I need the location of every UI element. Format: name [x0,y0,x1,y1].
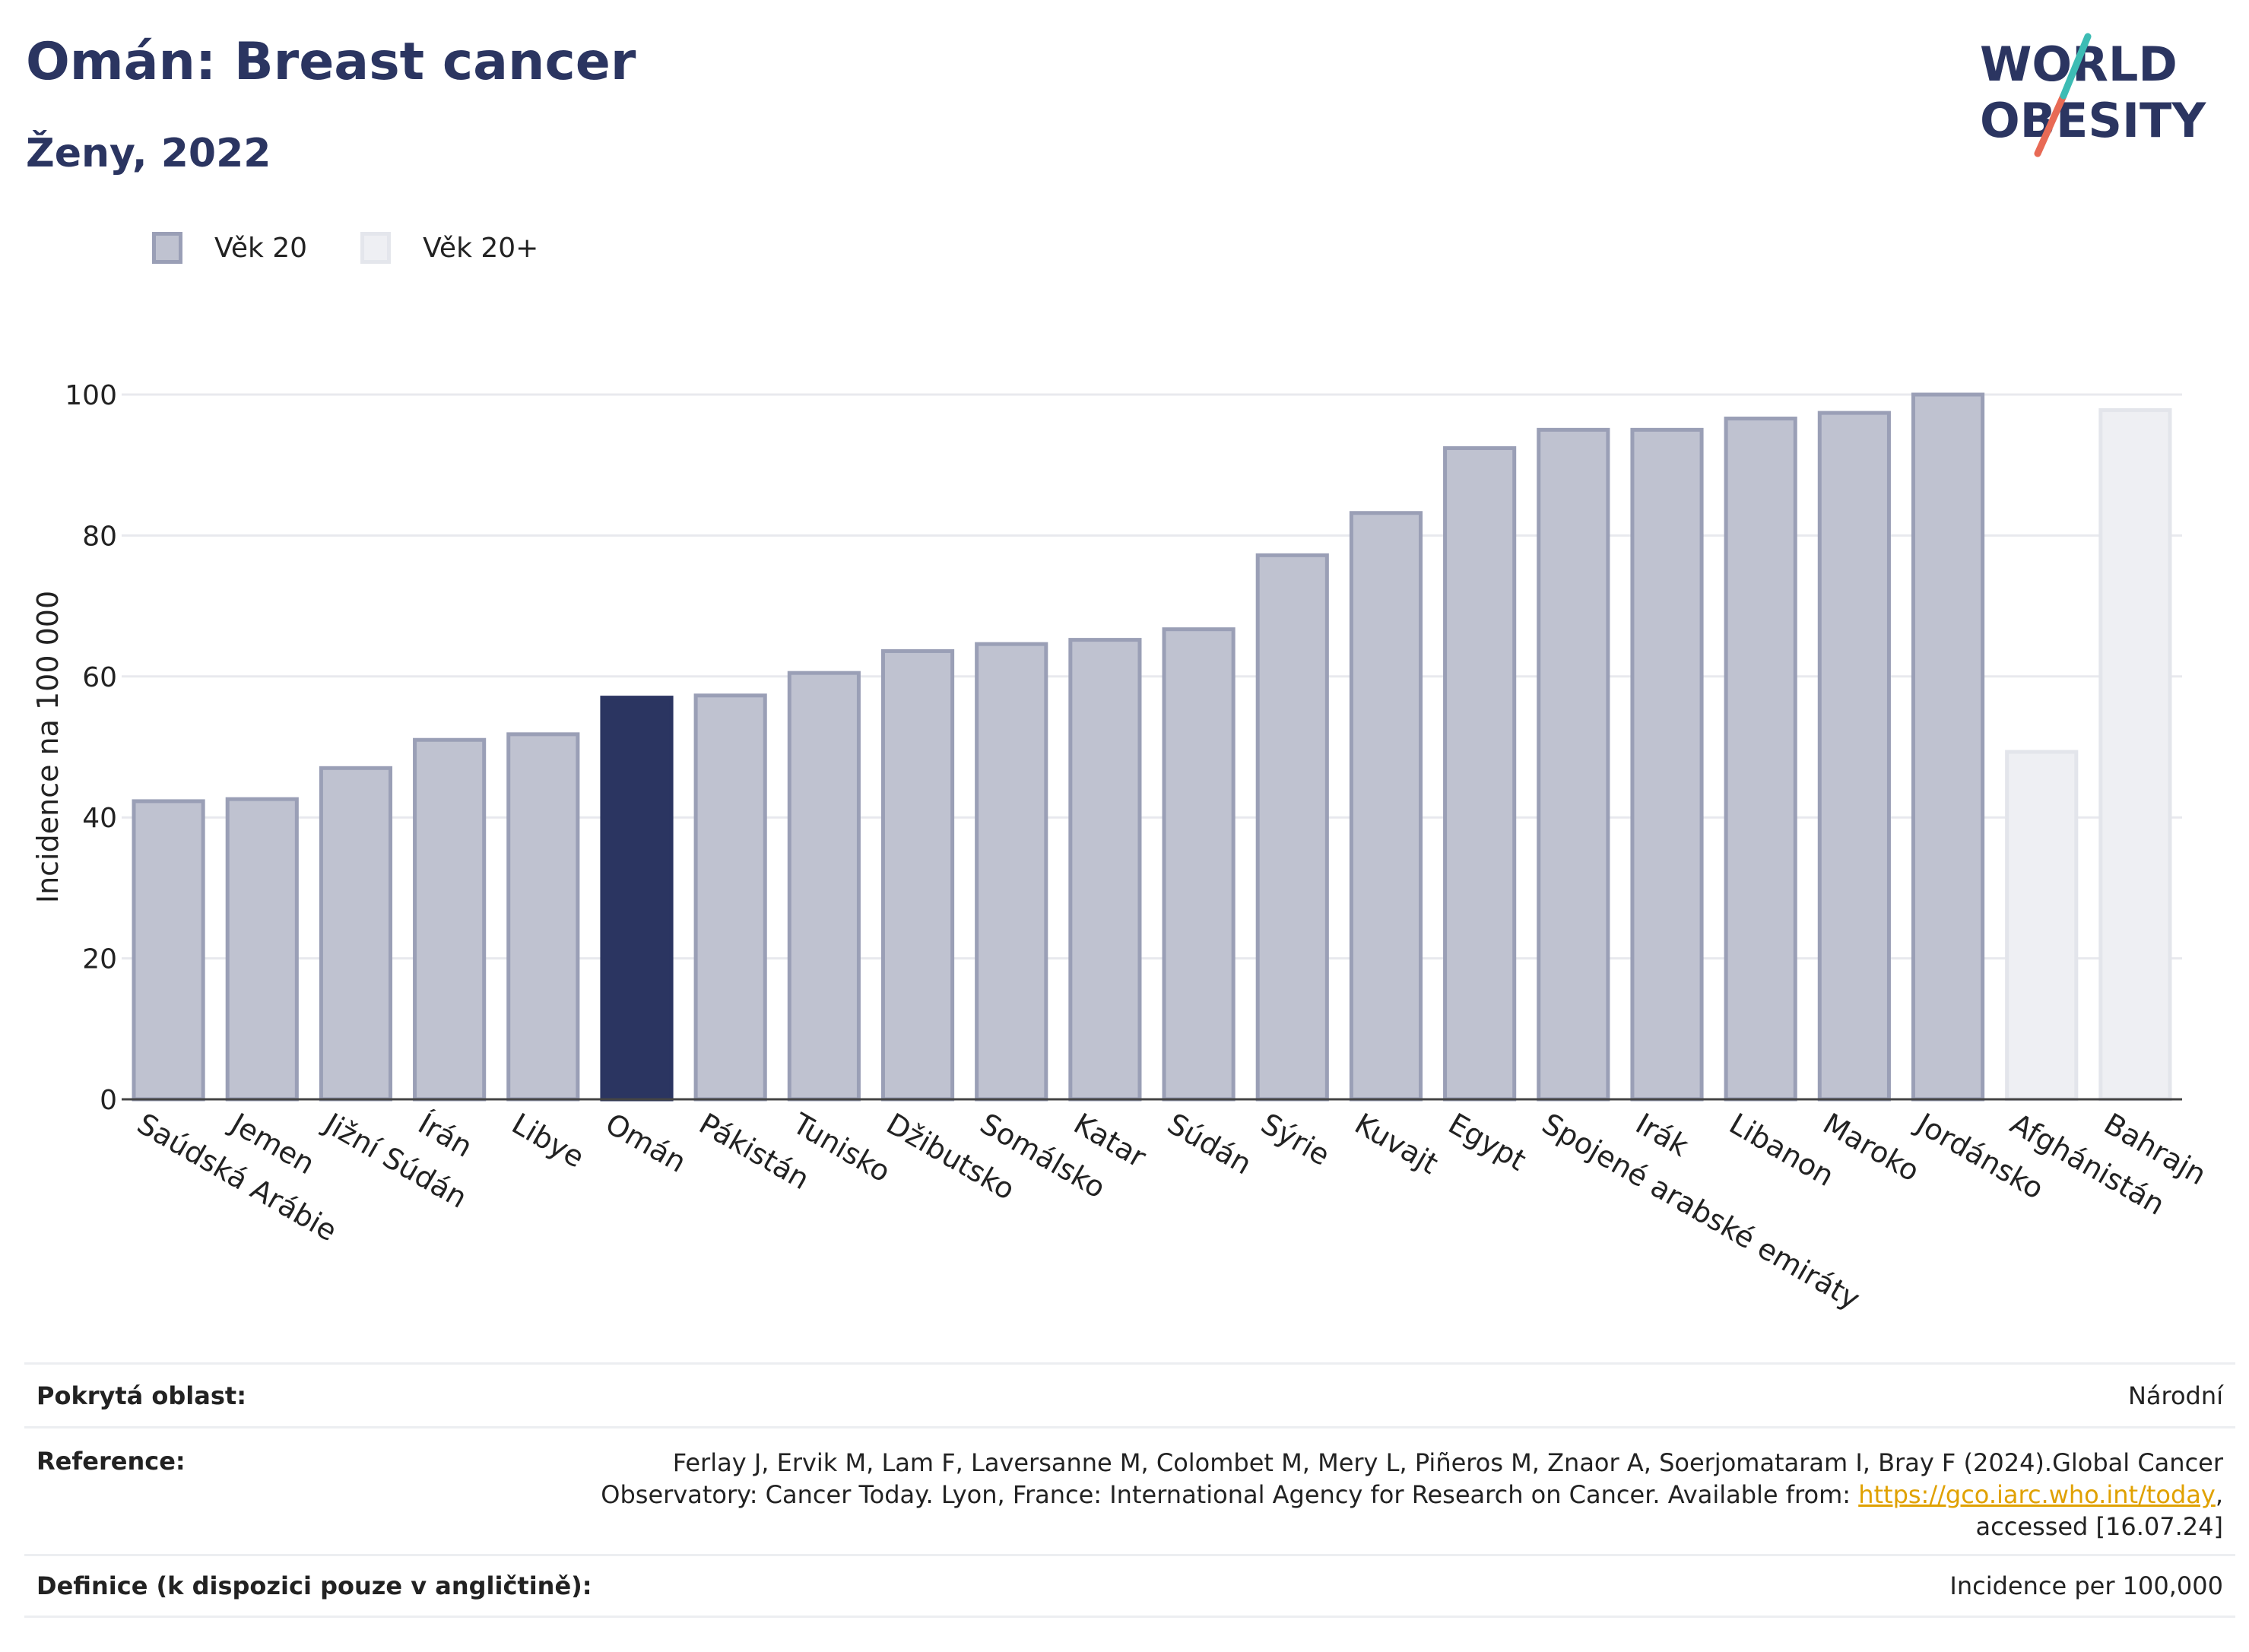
logo-slash-teal [2060,33,2092,100]
chart-title: Omán: Breast cancer [26,32,636,92]
chart-subtitle: Ženy, 2022 [26,131,271,176]
logo-line2: OBESITY [1980,93,2206,148]
legend-item-vek-20[interactable]: Věk 20 [152,232,307,264]
legend-swatch-vek-20-plus [360,232,392,264]
footer-row-coverage: Pokrytá oblast: Národní [24,1362,2235,1426]
x-tick-label: Spojené arabské emiráty [1537,1107,1866,1316]
y-tick-label: 80 [82,521,117,552]
reference-line-2: Observatory: Cancer Today. Lyon, France:… [601,1480,2223,1509]
bar-10 [1068,638,1142,1102]
y-tick-label: 20 [82,944,117,975]
y-tick-label: 40 [82,803,117,834]
x-tick-label: Libye [506,1107,590,1175]
coverage-value: Národní [2127,1381,2223,1410]
legend-item-vek-20-plus[interactable]: Věk 20+ [360,232,538,264]
y-tick-label: 0 [100,1085,117,1116]
bar-21 [2098,407,2172,1102]
x-tick-label: Sýrie [1255,1107,1335,1172]
bar-14 [1443,446,1517,1102]
definition-label: Definice (k dispozici pouze v angličtině… [36,1571,592,1600]
x-tick-label: Írán [413,1107,478,1164]
legend-label-vek-20-plus: Věk 20+ [423,232,539,264]
x-tick-label: Irák [1630,1107,1694,1163]
logo-slash-orange [2034,92,2067,157]
x-tick-label: Súdán [1162,1107,1258,1181]
bar-20 [2005,750,2079,1102]
bar-3 [413,737,487,1102]
y-tick-label: 60 [82,662,117,693]
bar-18 [1817,411,1891,1102]
bar-2 [319,766,393,1102]
reference-line-3: accessed [16.07.24] [1975,1512,2223,1541]
y-axis-label: Incidence na 100 000 [31,591,65,903]
bar-6 [693,693,767,1102]
definition-value: Incidence per 100,000 [1949,1571,2223,1600]
reference-line-1: Ferlay J, Ervik M, Lam F, Laversanne M, … [672,1448,2223,1477]
x-tick-label: Libanon [1724,1107,1839,1193]
legend-swatch-vek-20 [152,232,182,264]
bar-0 [132,799,205,1102]
legend: Věk 20 Věk 20+ [152,225,592,271]
coverage-label: Pokrytá oblast: [36,1381,246,1410]
x-tick-label: Kuvajt [1349,1107,1443,1181]
reference-value: Ferlay J, Ervik M, Lam F, Laversanne M, … [601,1447,2223,1554]
bar-17 [1724,417,1797,1102]
y-tick-label: 100 [65,380,117,411]
bar-8 [880,648,955,1102]
bar-13 [1349,511,1423,1102]
bar-5 [600,696,674,1102]
reference-label: Reference: [36,1447,186,1476]
bar-15 [1537,427,1610,1102]
bar-7 [787,671,861,1102]
reference-link[interactable]: https://gco.iarc.who.int/today [1858,1480,2216,1509]
x-tick-label: Omán [600,1107,692,1179]
x-tick-label: Maroko [1817,1107,1925,1188]
bar-19 [1911,392,1985,1102]
footer-row-definition: Definice (k dispozici pouze v angličtině… [24,1554,2235,1618]
bar-16 [1630,427,1704,1102]
legend-label-vek-20: Věk 20 [214,232,308,264]
x-tick-label: Egypt [1443,1107,1532,1178]
bar-12 [1255,553,1329,1102]
footer-row-reference: Reference: Ferlay J, Ervik M, Lam F, Lav… [24,1426,2235,1554]
world-obesity-logo: WORLD OBESITY [1980,33,2206,157]
bar-9 [975,642,1048,1102]
footer-table: Pokrytá oblast: Národní Reference: Ferla… [24,1362,2235,1618]
bar-4 [506,732,580,1102]
bar-11 [1162,627,1236,1102]
bar-1 [225,797,299,1102]
